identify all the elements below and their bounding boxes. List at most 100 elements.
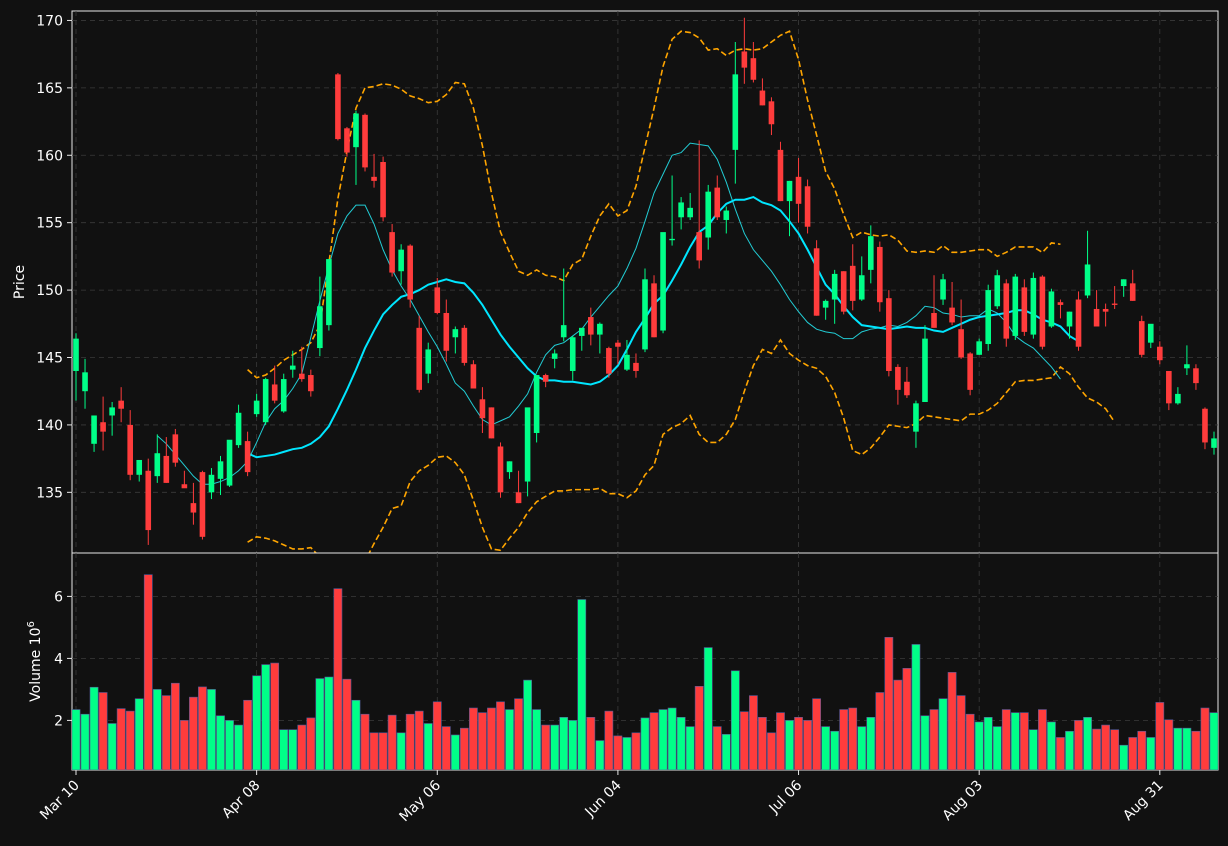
candle-body [759, 90, 766, 106]
candle-body [524, 407, 531, 482]
candle-body [344, 128, 350, 153]
candle-body [488, 407, 495, 439]
volume-bar [261, 664, 271, 770]
candle-body [651, 283, 657, 338]
candle-body [750, 58, 757, 80]
volume-bar [1019, 712, 1029, 770]
volume-bar [568, 720, 578, 770]
candle-body [362, 114, 368, 168]
candle-body [732, 74, 739, 150]
volume-bar [640, 717, 650, 770]
volume-bar [1110, 729, 1120, 770]
price-tick-label: 170 [36, 13, 63, 29]
volume-bar [432, 701, 442, 770]
volume-bar [1200, 707, 1210, 770]
volume-bar [893, 679, 903, 770]
volume-bar [721, 734, 731, 770]
candle-body [867, 236, 874, 270]
candle-body [1138, 321, 1145, 355]
candle-body [1157, 346, 1163, 361]
candle-body [425, 349, 432, 374]
bollinger-lower-line [247, 338, 1116, 553]
volume-axis-title: Volume 106 [26, 621, 44, 702]
candle-body [786, 180, 793, 202]
volume-bar [496, 701, 505, 770]
volume-bar [739, 711, 749, 770]
volume-bar [541, 724, 551, 770]
volume-bar [414, 710, 424, 770]
candle-body [461, 327, 468, 363]
volume-bar [306, 717, 316, 770]
volume-bar [125, 710, 135, 770]
candle-body [1039, 276, 1046, 347]
volume-bar [1083, 716, 1092, 770]
volume-bar [794, 716, 803, 770]
volume-bar [875, 692, 885, 770]
candle-body [443, 313, 450, 351]
candle-body [1057, 302, 1064, 305]
volume-bar [1173, 727, 1183, 770]
volume-bar [586, 716, 596, 770]
volume-bar [604, 710, 614, 770]
candle-body [606, 348, 612, 374]
volume-bar [478, 712, 487, 770]
volume-bar [1001, 709, 1011, 770]
candle-body [877, 246, 883, 303]
candle-body [1166, 370, 1172, 404]
candle-body [1184, 364, 1190, 369]
candle-body [1066, 311, 1073, 327]
candle-body [949, 307, 955, 323]
volume-bar [378, 732, 388, 770]
volume-bar [577, 599, 587, 770]
volume-bar [1182, 727, 1192, 770]
candle-body [199, 472, 206, 537]
moving-average-fast-line [156, 142, 1061, 485]
volume-bar [812, 698, 821, 770]
volume-bar [143, 574, 153, 770]
volume-bar [469, 707, 478, 770]
candle-body [804, 186, 811, 227]
candle-body [904, 381, 910, 396]
volume-bar [72, 709, 81, 770]
volume-bar [116, 708, 126, 770]
candle-body [560, 325, 567, 338]
volume-bar [460, 727, 469, 770]
candle-body [479, 399, 486, 419]
candle-body [777, 149, 784, 202]
candle-body [1021, 287, 1028, 332]
candle-body [82, 372, 88, 392]
volume-bar [505, 709, 514, 770]
volume-bar [324, 676, 334, 770]
volume-bar [956, 695, 966, 770]
candle-body [931, 313, 937, 328]
candle-body [289, 365, 296, 370]
candle-body [542, 375, 549, 382]
volume-exponent: 6 [26, 621, 37, 627]
volume-bar [676, 716, 686, 770]
volume-bar [703, 647, 713, 770]
volume-bar [234, 724, 243, 770]
volume-bar [270, 662, 280, 770]
volume-bar [198, 686, 207, 770]
candle-body [416, 327, 423, 390]
volume-bar [947, 672, 957, 770]
candle-body [253, 400, 260, 415]
price-tick-label: 150 [36, 283, 63, 299]
volume-bar [839, 709, 849, 770]
candle-body [145, 470, 152, 531]
volume-bar [1047, 721, 1056, 770]
volume-bar [532, 709, 541, 770]
candle-body [244, 441, 251, 473]
candle-body [470, 364, 477, 389]
volume-bar [243, 699, 252, 770]
volume-bar [767, 732, 776, 770]
candle-body [795, 176, 802, 204]
bollinger-upper-line [247, 30, 1061, 379]
candle-body [723, 210, 730, 220]
volume-bar [559, 716, 569, 770]
volume-bar [396, 732, 406, 770]
volume-bar [1137, 730, 1147, 770]
candle-body [1093, 308, 1100, 327]
candle-body [1120, 279, 1127, 287]
